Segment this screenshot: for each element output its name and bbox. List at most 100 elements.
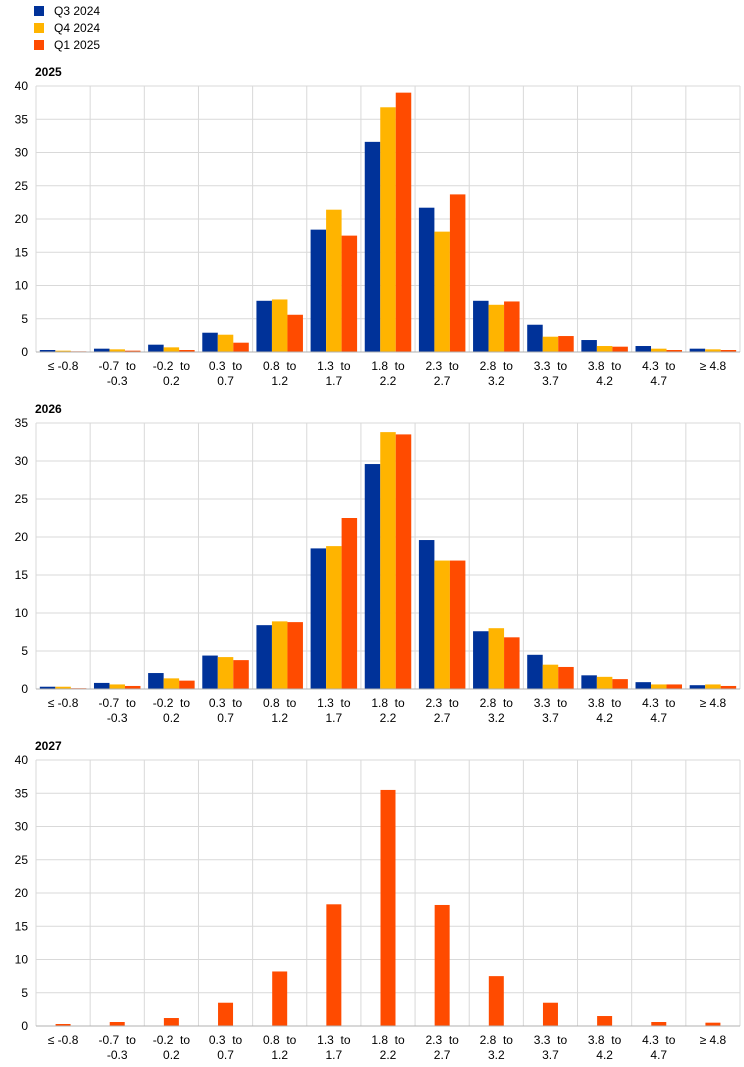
chart-legend: Q3 2024 Q4 2024 Q1 2025 [34,2,100,53]
y-tick-label: 10 [15,953,29,967]
x-tick-label: 4.2 [596,1048,613,1062]
bar [651,1022,667,1026]
x-tick-label: 3.7 [542,711,559,725]
bar [689,348,706,352]
y-tick-label: 30 [15,146,29,160]
bar [473,300,489,352]
x-tick-label: 1.7 [326,374,343,388]
x-tick-label: 2.3 to [425,359,459,373]
bar [581,340,597,352]
bar [449,560,466,689]
bar [488,628,505,689]
x-tick-label: 1.7 [326,711,343,725]
bar [581,675,597,689]
bar [364,141,381,352]
legend-label: Q3 2024 [54,3,101,18]
bar [93,682,110,689]
x-tick-label: -0.3 [107,711,128,725]
x-tick-label: 2.2 [380,1048,397,1062]
x-tick-label: 0.8 to [263,1033,297,1047]
bar [395,434,412,689]
x-tick-label: 0.7 [217,711,234,725]
legend-label: Q1 2025 [54,37,101,52]
bar [434,904,450,1026]
bar [163,347,180,352]
x-tick-label: 0.3 to [209,359,243,373]
x-tick-label: 2.8 to [480,359,514,373]
x-tick-label: 0.3 to [209,696,243,710]
bar [434,231,450,352]
bar [310,548,327,689]
bar [39,686,56,689]
bar [612,346,628,352]
bar [558,666,574,689]
x-tick-label: 0.7 [217,374,234,388]
bar [233,342,249,352]
bar [542,664,559,689]
x-tick-label: 0.7 [217,1048,234,1062]
legend-item-q1-2025: Q1 2025 [34,36,100,53]
x-tick-label: 3.3 to [534,359,568,373]
bar [272,971,288,1026]
bar [218,1002,234,1026]
y-tick-label: 20 [15,886,29,900]
x-tick-label: 3.8 to [588,1033,622,1047]
y-tick-label: 40 [15,79,29,93]
x-tick-label: 1.8 to [371,696,405,710]
x-tick-label: 1.2 [271,374,288,388]
x-tick-label: 1.3 to [317,1033,351,1047]
bar [287,622,303,689]
chart-title: 2027 [35,739,62,753]
bar [527,654,543,689]
bar [233,660,249,689]
bar [473,631,489,689]
bar [93,348,110,352]
x-tick-label: 4.7 [650,374,667,388]
x-tick-label: 2.7 [434,1048,451,1062]
bar [202,332,218,352]
y-tick-label: 15 [15,919,29,933]
bar [651,348,667,352]
y-tick-label: 35 [15,786,29,800]
bar [271,621,288,689]
x-tick-label: 4.3 to [642,1033,676,1047]
bar [720,685,737,689]
bar [341,518,358,689]
bar [488,304,505,352]
chart-title: 2025 [35,65,62,79]
x-tick-label: 2.2 [380,374,397,388]
bar [287,314,303,352]
x-tick-label: 3.8 to [588,359,622,373]
bar [720,350,737,352]
bar [109,1022,125,1026]
bar [705,349,721,352]
y-tick-label: 20 [15,530,29,544]
bar [558,336,574,352]
legend-item-q4-2024: Q4 2024 [34,19,100,36]
y-tick-label: 25 [15,853,29,867]
bar [310,229,327,352]
x-tick-label: 0.3 to [209,1033,243,1047]
x-tick-label: 2.2 [380,711,397,725]
x-tick-label: 2.3 to [425,696,459,710]
bar [434,560,450,689]
x-tick-label: ≥ 4.8 [700,1033,727,1047]
bar [689,685,706,689]
bar [504,301,520,352]
x-tick-label: 0.8 to [263,696,297,710]
bar [55,350,71,352]
bar [256,625,272,689]
y-tick-label: 25 [15,179,29,193]
x-tick-label: -0.2 to [153,1033,191,1047]
bar [179,350,195,352]
x-tick-label: 2.8 to [480,696,514,710]
chart-title: 2026 [35,402,62,416]
bar [418,207,435,352]
bar [163,678,180,689]
x-tick-label: 3.3 to [534,1033,568,1047]
y-tick-label: 30 [15,454,29,468]
y-tick-label: 0 [21,345,28,359]
bar [380,107,396,352]
x-tick-label: -0.3 [107,1048,128,1062]
bar [666,684,683,689]
